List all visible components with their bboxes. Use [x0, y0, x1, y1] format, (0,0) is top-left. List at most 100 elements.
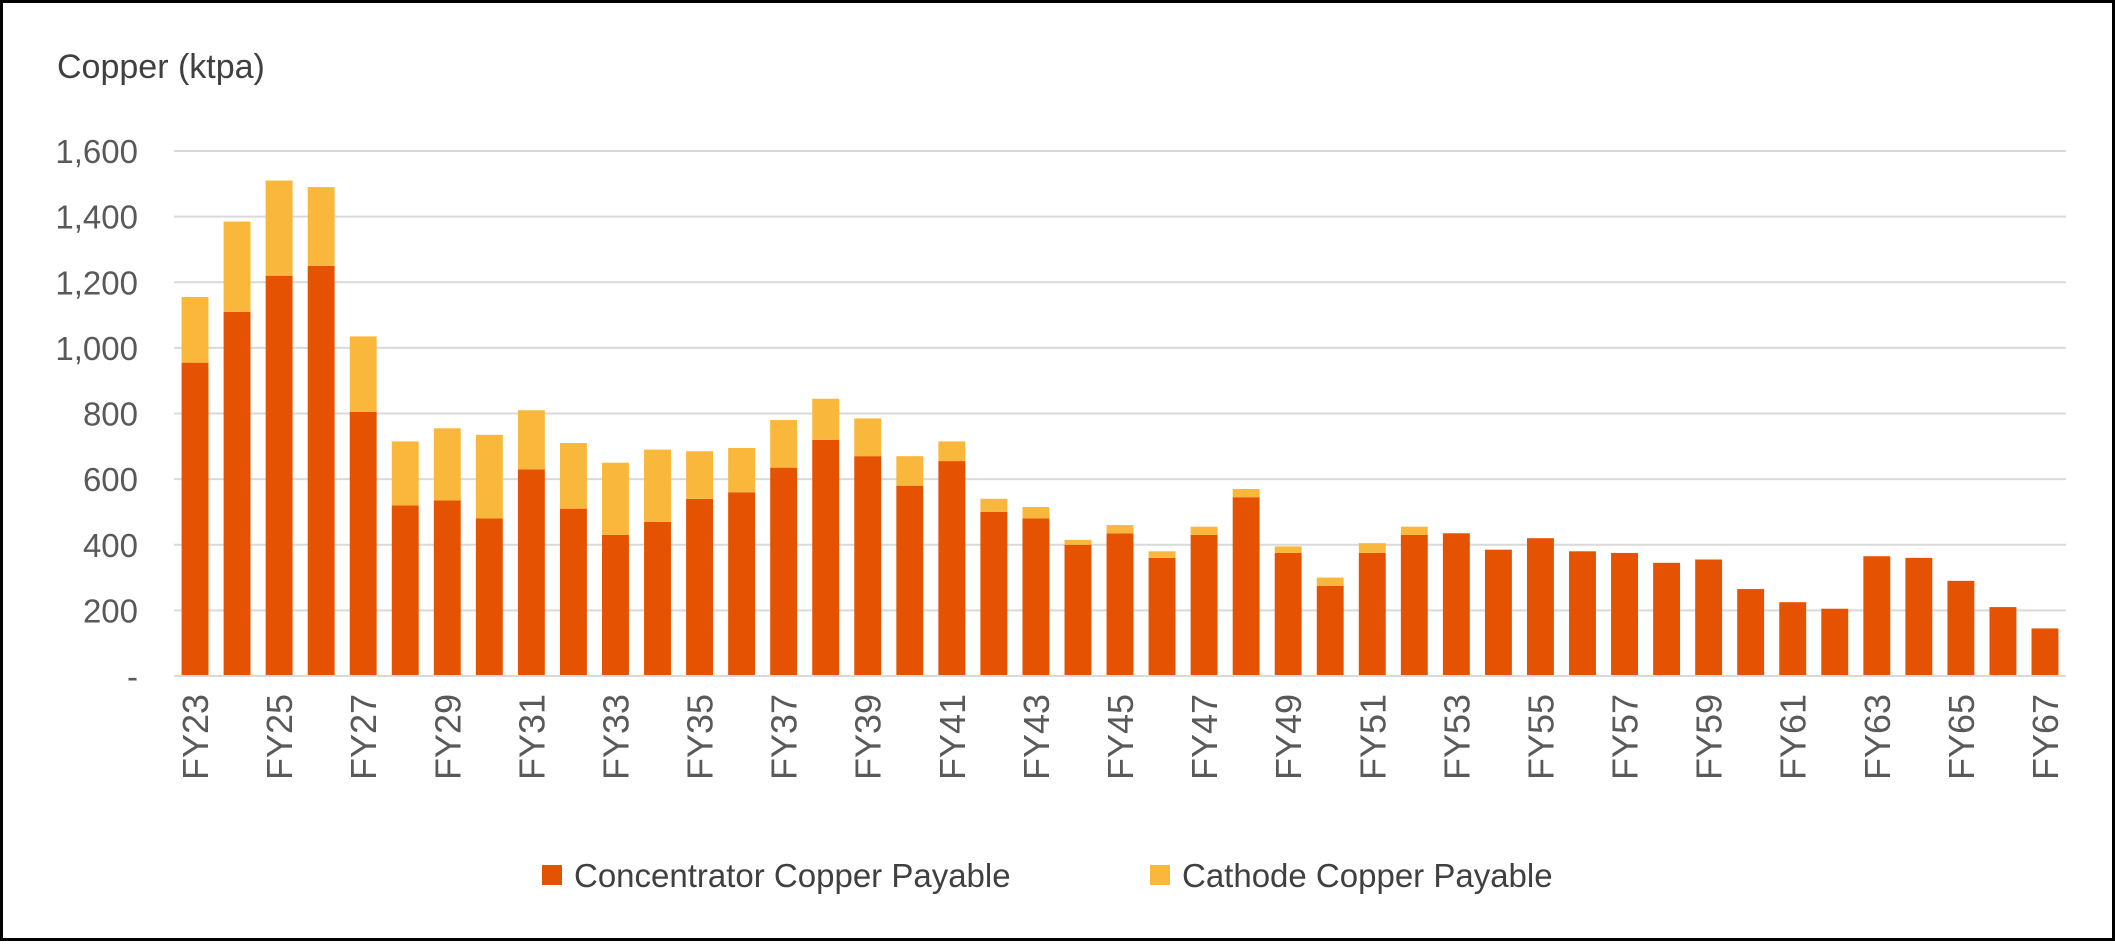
bar-cathode-fy52 [1400, 526, 1428, 535]
bar-concentrator-fy66 [1989, 607, 2017, 676]
bar-cathode-fy40 [896, 456, 924, 486]
bar-cathode-fy42 [980, 498, 1008, 512]
bar-concentrator-fy51 [1358, 552, 1386, 676]
bar-concentrator-fy55 [1526, 538, 1554, 676]
bar-cathode-fy49 [1274, 546, 1302, 553]
x-tick-label: FY61 [1773, 694, 1814, 780]
bar-concentrator-fy50 [1316, 585, 1344, 676]
bar-concentrator-fy53 [1442, 533, 1470, 676]
bar-concentrator-fy46 [1148, 557, 1176, 677]
legend-swatch-cathode [1150, 865, 1170, 885]
bar-cathode-fy43 [1022, 507, 1050, 519]
bar-cathode-fy30 [475, 434, 503, 519]
y-tick-label: 1,200 [55, 264, 138, 301]
bar-concentrator-fy27 [349, 411, 377, 676]
x-tick-label: FY41 [932, 694, 973, 780]
bar-concentrator-fy52 [1400, 534, 1428, 676]
bar-concentrator-fy47 [1190, 534, 1218, 676]
bar-concentrator-fy28 [391, 505, 419, 677]
bar-cathode-fy48 [1232, 488, 1260, 498]
bar-concentrator-fy44 [1064, 544, 1092, 676]
bar-cathode-fy44 [1064, 539, 1092, 545]
bar-concentrator-fy57 [1611, 552, 1638, 676]
x-tick-label: FY67 [2025, 694, 2066, 780]
x-tick-label: FY25 [259, 694, 300, 780]
bar-cathode-fy24 [223, 221, 251, 312]
x-tick-label: FY37 [764, 694, 805, 780]
bar-cathode-fy23 [181, 297, 209, 363]
bar-cathode-fy41 [938, 441, 966, 462]
bar-concentrator-fy58 [1653, 562, 1681, 676]
bar-concentrator-fy25 [265, 275, 293, 676]
bar-concentrator-fy62 [1821, 608, 1849, 676]
y-tick-label: 200 [83, 592, 138, 629]
x-tick-label: FY49 [1268, 694, 1309, 780]
legend: Concentrator Copper Payable Cathode Copp… [542, 857, 1553, 894]
bar-concentrator-fy64 [1905, 557, 1933, 677]
legend-label-concentrator: Concentrator Copper Payable [574, 857, 1011, 894]
y-tick-label: - [127, 658, 138, 695]
bar-concentrator-fy36 [728, 492, 756, 676]
x-tick-label: FY59 [1689, 694, 1730, 780]
x-tick-label: FY33 [595, 694, 636, 780]
bar-concentrator-fy63 [1863, 556, 1891, 676]
bar-cathode-fy45 [1106, 525, 1134, 534]
x-tick-label: FY39 [848, 694, 889, 780]
x-tick-label: FY65 [1941, 694, 1982, 780]
bar-cathode-fy33 [602, 462, 629, 535]
bar-cathode-fy37 [770, 420, 798, 468]
bar-concentrator-fy60 [1737, 589, 1765, 676]
legend-swatch-concentrator [542, 865, 562, 885]
x-tick-label: FY31 [511, 694, 552, 780]
bar-cathode-fy50 [1316, 577, 1344, 586]
bar-concentrator-fy40 [896, 485, 924, 676]
bar-concentrator-fy26 [307, 265, 335, 676]
x-tick-label: FY47 [1184, 694, 1225, 780]
y-tick-label: 600 [83, 461, 138, 498]
bar-cathode-fy46 [1148, 551, 1176, 558]
x-tick-label: FY35 [680, 694, 721, 780]
legend-label-cathode: Cathode Copper Payable [1182, 857, 1553, 894]
bar-cathode-fy26 [307, 187, 335, 266]
bar-concentrator-fy67 [2031, 628, 2059, 676]
x-axis-ticks: FY23 FY25 FY27 FY29 FY31 FY33 FY35 FY37 FY39 FY41… [175, 694, 2066, 780]
bar-cathode-fy31 [517, 410, 545, 470]
bar-concentrator-fy56 [1569, 551, 1596, 676]
x-tick-label: FY23 [175, 694, 216, 780]
bar-concentrator-fy38 [812, 439, 840, 676]
y-tick-label: 1,400 [55, 199, 138, 236]
bar-concentrator-fy41 [938, 461, 966, 676]
bar-cathode-fy47 [1190, 526, 1218, 535]
y-tick-label: 400 [83, 527, 138, 564]
bar-cathode-fy28 [391, 441, 419, 506]
bar-cathode-fy35 [686, 451, 714, 499]
y-axis-title: Copper (ktpa) [57, 48, 265, 86]
bar-concentrator-fy42 [980, 511, 1008, 676]
bar-cathode-fy51 [1358, 543, 1386, 553]
bar-concentrator-fy31 [517, 469, 545, 676]
bar-concentrator-fy35 [686, 498, 714, 676]
bar-concentrator-fy43 [1022, 518, 1050, 676]
x-tick-label: FY55 [1520, 694, 1561, 780]
bar-concentrator-fy29 [433, 500, 461, 676]
bar-concentrator-fy48 [1232, 497, 1260, 676]
bar-cathode-fy29 [433, 428, 461, 501]
x-tick-label: FY43 [1016, 694, 1057, 780]
bar-cathode-fy32 [559, 443, 587, 509]
bar-concentrator-fy54 [1484, 549, 1512, 676]
bar-concentrator-fy23 [181, 362, 209, 676]
bar-concentrator-fy61 [1779, 602, 1807, 676]
bar-cathode-fy27 [349, 336, 377, 412]
bar-concentrator-fy45 [1106, 533, 1134, 676]
bar-concentrator-fy30 [475, 518, 503, 676]
x-tick-label: FY63 [1857, 694, 1898, 780]
y-axis-ticks: - 200 400 600 800 1,000 1,200 1,400 1,600 [55, 133, 138, 695]
bar-cathode-fy36 [728, 447, 756, 493]
bar-cathode-fy34 [644, 449, 671, 522]
x-tick-label: FY29 [427, 694, 468, 780]
bar-concentrator-fy24 [223, 311, 251, 676]
bars [181, 180, 2059, 677]
y-tick-label: 1,600 [55, 133, 138, 170]
y-tick-label: 1,000 [55, 330, 138, 367]
